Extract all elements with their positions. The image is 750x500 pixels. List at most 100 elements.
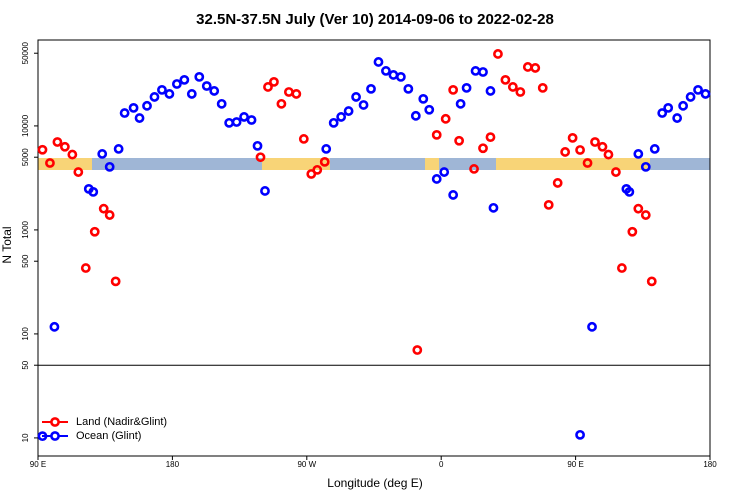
data-point (276, 98, 287, 109)
data-point (418, 93, 429, 104)
data-point (603, 149, 614, 160)
data-point (646, 276, 657, 287)
data-point (186, 89, 197, 99)
data-point (252, 140, 263, 151)
data-point (530, 63, 541, 73)
data-point (119, 108, 130, 118)
data-point (298, 134, 309, 144)
data-point (209, 86, 220, 96)
data-point (80, 263, 91, 273)
data-point (97, 149, 108, 159)
data-point (194, 71, 205, 82)
data-point (597, 141, 608, 152)
data-point (543, 199, 554, 210)
data-point (263, 82, 273, 92)
data-point (157, 84, 167, 95)
y-axis-label: N Total (0, 226, 14, 263)
data-point (231, 117, 242, 127)
x-tick-label: 180 (703, 460, 717, 469)
data-point (388, 70, 399, 80)
data-point (98, 203, 109, 214)
legend-marker (50, 417, 60, 427)
data-point (37, 431, 48, 442)
data-point (269, 76, 279, 87)
data-point (410, 110, 421, 121)
data-point (328, 117, 339, 128)
data-point (507, 82, 518, 92)
data-point (104, 161, 115, 172)
data-point (260, 186, 270, 196)
data-point (627, 226, 638, 237)
data-point (633, 203, 644, 214)
chart-title: 32.5N-37.5N July (Ver 10) 2014-09-06 to … (196, 11, 554, 28)
data-point (201, 81, 212, 91)
legend-label: Land (Nadir&Glint) (76, 416, 167, 428)
data-point (575, 429, 585, 440)
data-point (37, 144, 48, 155)
x-tick-label: 180 (166, 460, 180, 469)
data-point (319, 156, 330, 167)
data-point (522, 62, 533, 72)
data-point (149, 92, 160, 102)
data-point (693, 84, 703, 95)
data-point (59, 141, 70, 152)
data-point (485, 86, 496, 96)
data-point (366, 83, 376, 94)
data-point (113, 144, 124, 154)
data-point (448, 190, 459, 200)
data-point (678, 100, 689, 111)
data-point (110, 276, 121, 287)
data-point (616, 263, 627, 273)
data-point (587, 321, 597, 332)
data-point (381, 66, 391, 76)
data-point (142, 100, 152, 111)
data-point (470, 66, 481, 76)
y-tick-label: 50000 (21, 42, 30, 65)
data-point (73, 167, 84, 177)
data-point (358, 100, 369, 110)
map-strip (38, 158, 710, 170)
data-point (575, 145, 585, 155)
data-point (88, 187, 99, 197)
data-point (291, 89, 302, 99)
data-point (403, 83, 414, 94)
data-point (312, 164, 323, 175)
data-point (128, 103, 139, 113)
data-point (239, 112, 249, 122)
data-point (216, 98, 227, 109)
data-point (255, 152, 266, 163)
data-point (488, 202, 499, 213)
data-point (440, 113, 451, 124)
data-point (246, 115, 257, 125)
data-point (640, 161, 651, 172)
y-tick-label: 10000 (21, 114, 30, 137)
data-point (179, 74, 190, 85)
data-point (560, 147, 571, 157)
data-point (582, 158, 593, 168)
data-point (431, 174, 442, 184)
data-point (45, 158, 55, 168)
data-point (448, 84, 459, 95)
data-point (52, 137, 63, 147)
data-point (478, 143, 488, 154)
x-tick-label: 90 W (297, 460, 316, 469)
data-point (412, 345, 423, 355)
legend-label: Ocean (Glint) (76, 430, 141, 442)
data-point (663, 103, 674, 113)
data-point (134, 113, 145, 123)
data-point (351, 92, 361, 102)
data-point (454, 135, 465, 146)
x-tick-label: 90 E (30, 460, 46, 469)
data-point (439, 167, 450, 177)
x-axis-label: Longitude (deg E) (327, 476, 422, 490)
data-point (485, 132, 496, 143)
y-tick-label: 5000 (21, 148, 30, 166)
data-point (171, 79, 182, 89)
data-point (633, 149, 644, 159)
y-tick-label: 100 (21, 327, 30, 341)
data-point (395, 71, 406, 82)
data-point (640, 210, 651, 220)
y-tick-label: 50 (21, 360, 30, 369)
legend: Land (Nadir&Glint) Ocean (Glint) (42, 416, 167, 442)
data-point (685, 92, 696, 102)
